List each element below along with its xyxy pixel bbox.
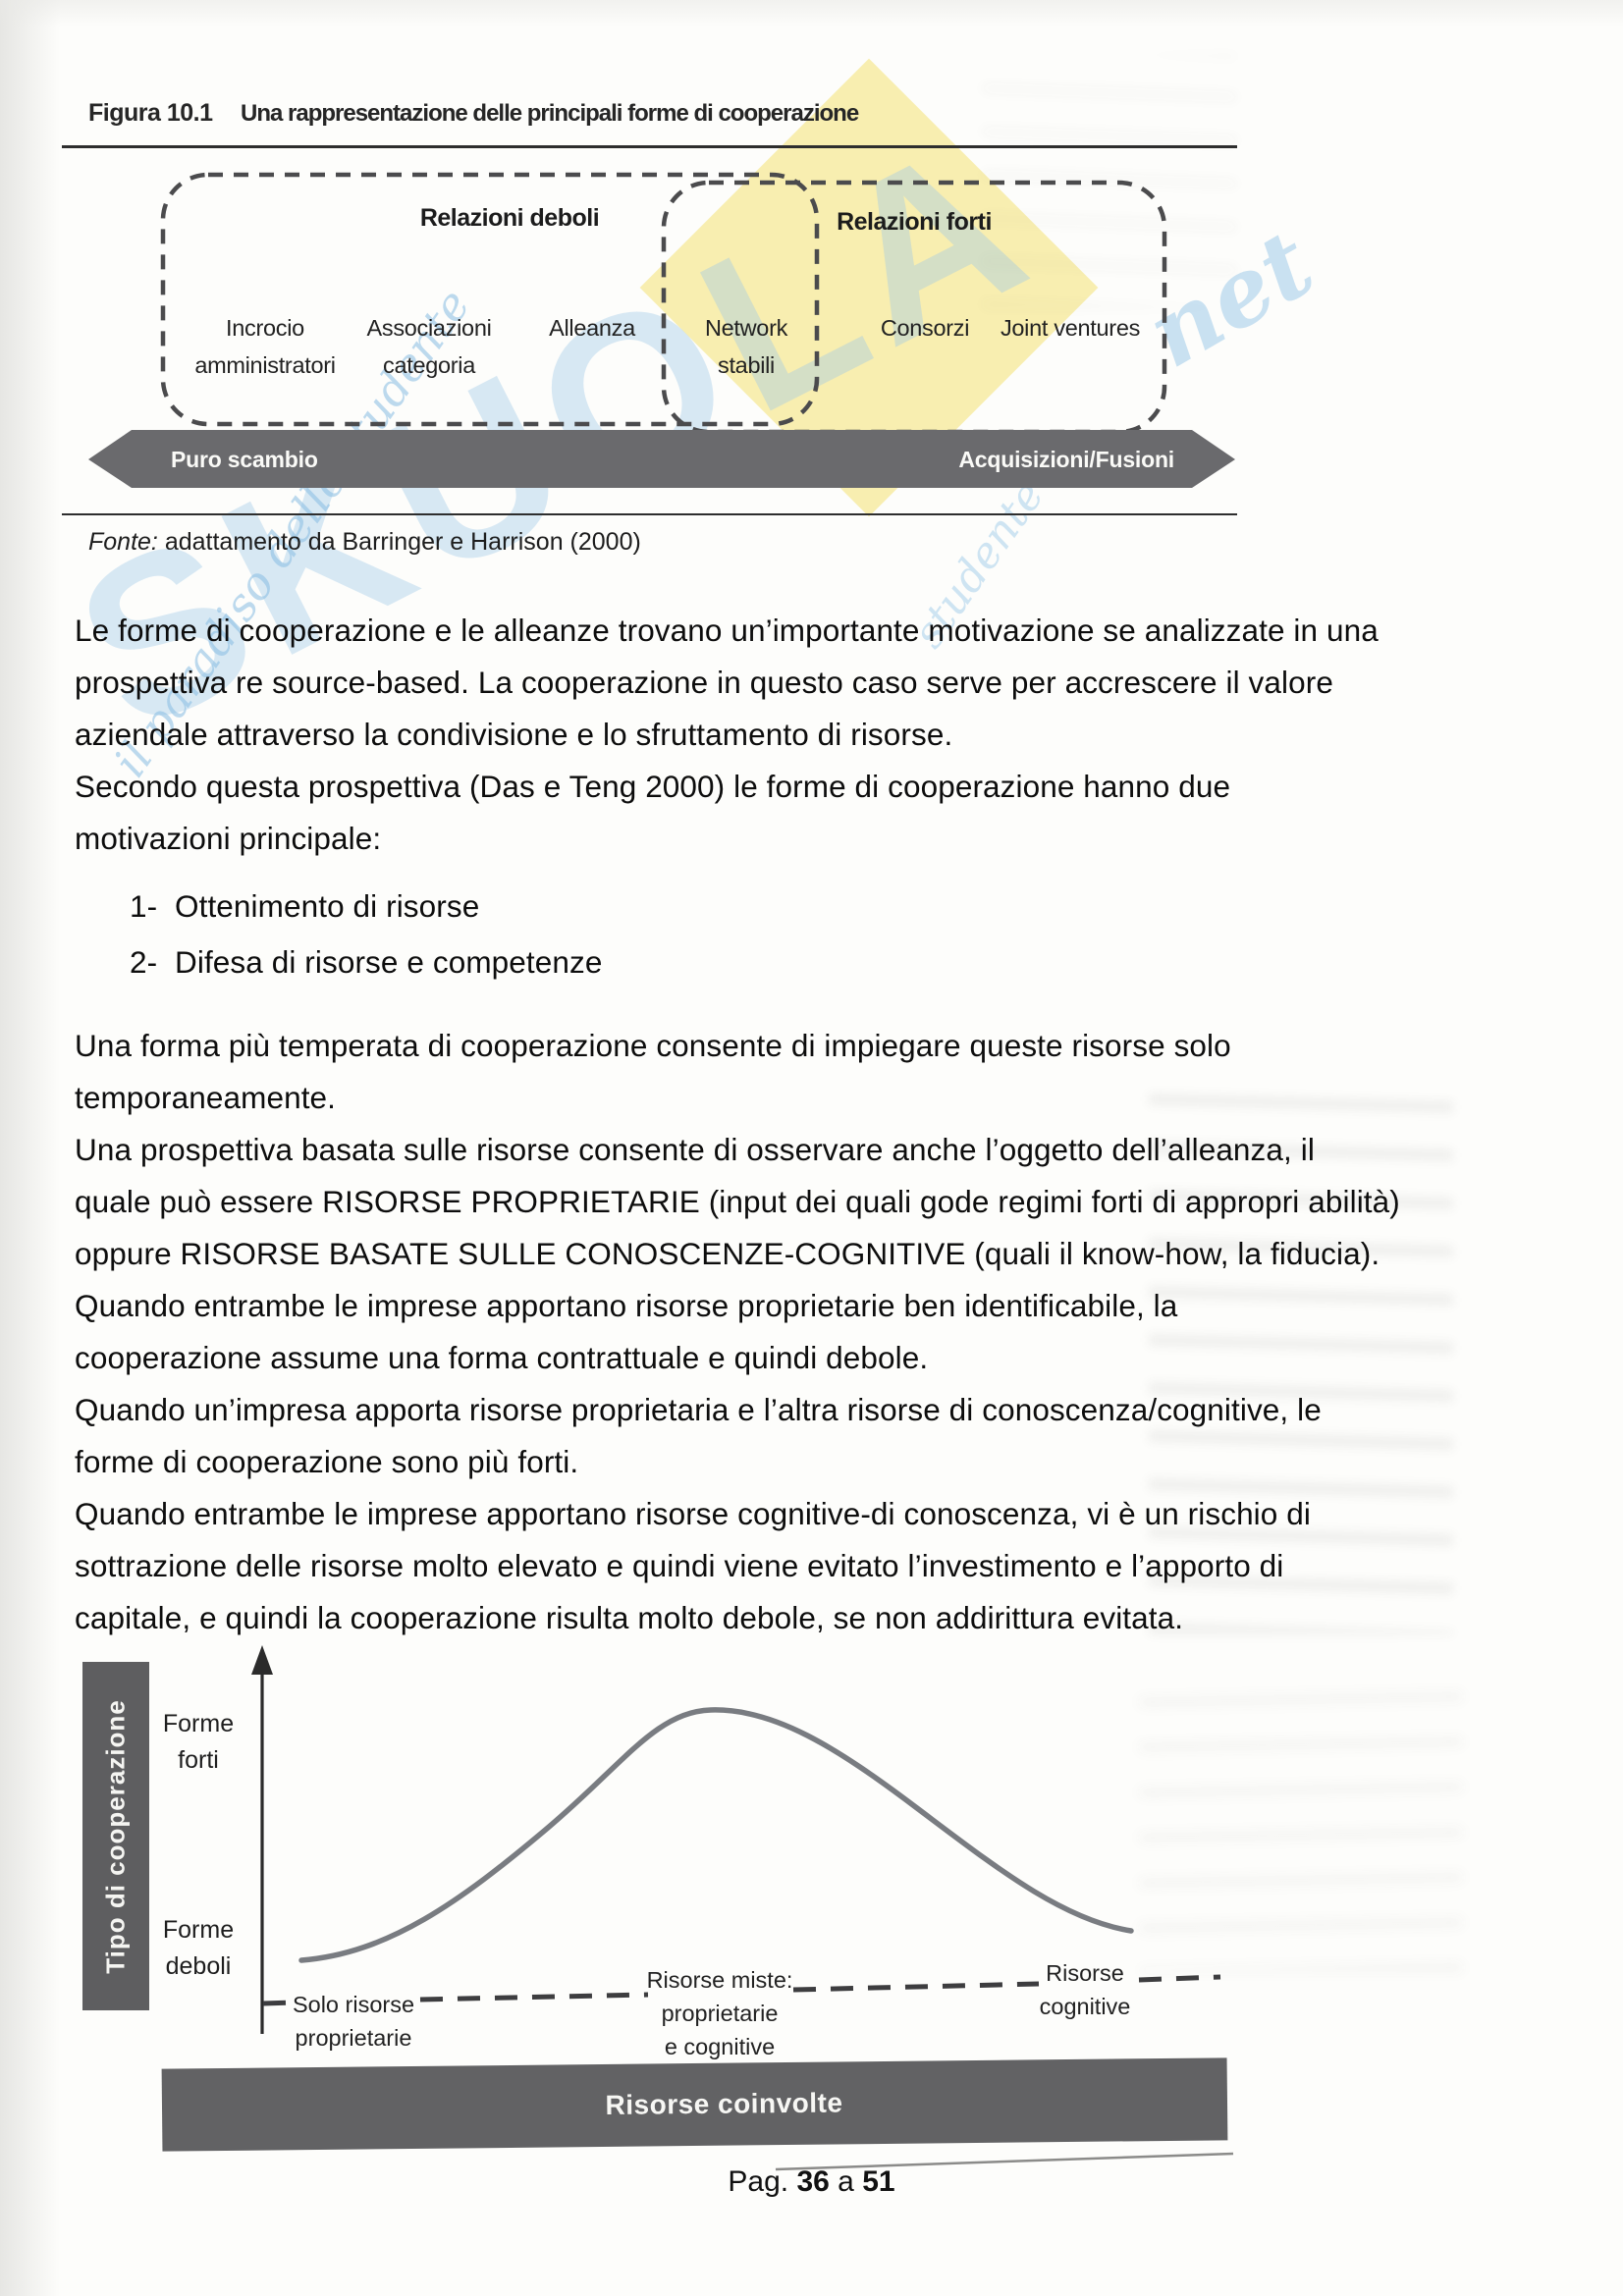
page-number-separator: a xyxy=(829,2165,863,2198)
source-label: Fonte: xyxy=(88,528,158,556)
y-axis-title: Tipo di cooperazione xyxy=(100,1698,131,1974)
figure1-top-rule xyxy=(62,145,1237,148)
spectrum-right-label: Acquisizioni/Fusioni xyxy=(958,447,1174,472)
list-item: 1- Ottenimento di risorse xyxy=(75,879,1567,934)
x-axis-title: Risorse coinvolte xyxy=(605,2087,843,2120)
strong-relations-label: Relazioni forti xyxy=(837,208,992,236)
list-item: 2- Difesa di risorse e competenze xyxy=(75,934,1567,990)
y-axis-low-label: Forme deboli xyxy=(162,1916,235,1980)
figure1-source-note: Fonte: adattamento da Barringer e Harris… xyxy=(88,528,641,557)
y-axis-arrow xyxy=(251,1645,273,2034)
figure1-bottom-rule xyxy=(62,513,1237,515)
list-text: Difesa di risorse e competenze xyxy=(175,944,603,980)
scan-edge-left xyxy=(0,0,71,2296)
page-number-total: 51 xyxy=(862,2165,895,2198)
body-text: Le forme di cooperazione e le alleanze t… xyxy=(75,605,1567,1644)
cooperation-form-item: Network stabili xyxy=(704,315,788,378)
source-text: adattamento da Barringer e Harrison (200… xyxy=(157,528,641,556)
y-axis-high-label: Forme forti xyxy=(162,1710,235,1774)
watermark-net-text: net xyxy=(1129,209,1331,390)
paragraph: Quando un’impresa apporta risorse propri… xyxy=(75,1392,1322,1479)
x-axis-title-bar: Risorse coinvolte xyxy=(161,2057,1228,2152)
cooperation-form-item: Alleanza xyxy=(549,315,635,341)
page-number-prefix: Pag. xyxy=(728,2165,797,2198)
numbered-list: 1- Ottenimento di risorse 2- Difesa di r… xyxy=(75,879,1567,990)
paragraph: Le forme di cooperazione e le alleanze t… xyxy=(75,613,1379,752)
spectrum-left-label: Puro scambio xyxy=(171,447,318,472)
paragraph: Quando entrambe le imprese apportano ris… xyxy=(75,1496,1311,1635)
cooperation-form-item: Joint ventures xyxy=(1000,315,1141,341)
list-marker: 1- xyxy=(130,888,158,924)
paragraph: Secondo questa prospettiva (Das e Teng 2… xyxy=(75,769,1231,856)
cooperation-form-item: Consorzi xyxy=(880,315,970,341)
page-number: Pag. 36 a 51 xyxy=(0,2165,1623,2199)
weak-relations-label: Relazioni deboli xyxy=(419,204,600,232)
scan-edge-top xyxy=(0,0,1623,29)
paragraph: Una prospettiva basata sulle risorse con… xyxy=(75,1132,1400,1271)
paragraph: Quando entrambe le imprese apportano ris… xyxy=(75,1288,1178,1375)
list-marker: 2- xyxy=(130,944,158,980)
figure1-caption-title: Una rappresentazione delle principali fo… xyxy=(241,100,859,127)
cooperation-form-item: Associazioni categoria xyxy=(366,315,492,378)
cooperation-form-item: Incrocio amministratori xyxy=(194,315,336,378)
page-number-current: 36 xyxy=(796,2165,830,2198)
paragraph: Una forma più temperata di cooperazione … xyxy=(75,1028,1231,1115)
cooperation-curve xyxy=(298,1707,1134,1963)
list-text: Ottenimento di risorse xyxy=(175,888,480,924)
ink-bleed-artifact xyxy=(982,54,1237,309)
figure1-caption-label: Figura 10.1 xyxy=(88,99,213,127)
x-axis-category-label: Risorse miste: proprietarie e cognitive xyxy=(646,1967,793,2059)
x-axis-category-label: Risorse cognitive xyxy=(1039,1960,1131,2019)
y-axis-title-bar: Tipo di cooperazione xyxy=(82,1662,149,2010)
ink-bleed-artifact xyxy=(1139,1688,1463,1973)
x-axis-category-label: Solo risorse proprietarie xyxy=(292,1992,415,2051)
